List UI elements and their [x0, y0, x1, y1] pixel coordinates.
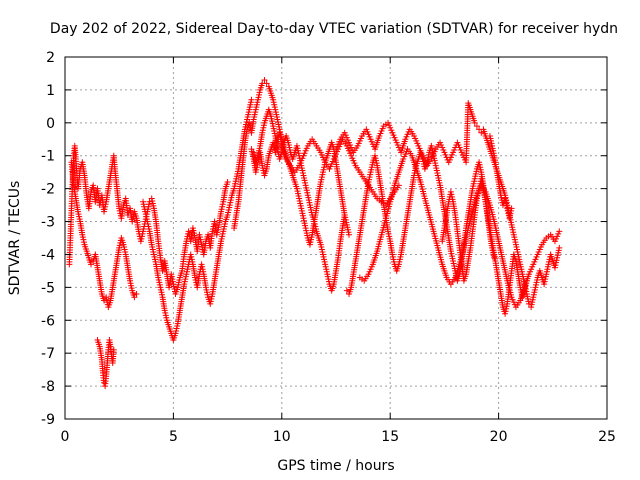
data-point: [523, 277, 530, 284]
data-point: [88, 261, 95, 268]
data-point: [224, 179, 231, 186]
data-point: [261, 77, 268, 84]
y-axis-label: SDTVAR / TECUs: [7, 181, 23, 296]
y-tick-label: -2: [41, 182, 55, 198]
axis-ticks: [64, 56, 608, 420]
x-tick-label: 15: [381, 429, 399, 445]
y-tick-label: -7: [41, 346, 55, 362]
data-point: [263, 80, 270, 87]
data-point: [133, 290, 140, 297]
data-point: [478, 129, 485, 136]
data-point: [346, 231, 353, 238]
y-tick-label: -3: [41, 215, 55, 231]
data-point: [343, 287, 350, 294]
data-point: [471, 119, 478, 126]
y-tick-label: 1: [46, 83, 55, 99]
y-tick-label: 2: [46, 50, 55, 66]
y-tick-label: -9: [41, 412, 55, 428]
chart-title: Day 202 of 2022, Sidereal Day-to-day VTE…: [50, 21, 618, 37]
data-point: [131, 294, 138, 301]
x-tick-label: 25: [598, 429, 616, 445]
data-point: [101, 297, 108, 304]
y-tick-label: 0: [46, 116, 55, 132]
data-point: [473, 123, 480, 130]
x-tick-label: 0: [61, 429, 70, 445]
x-tick-label: 5: [169, 429, 178, 445]
data-point: [556, 244, 563, 251]
data-point: [508, 205, 515, 212]
x-axis-label: GPS time / hours: [277, 458, 394, 474]
data-points: [66, 77, 563, 390]
data-point: [341, 211, 348, 218]
data-point: [146, 198, 153, 205]
y-tick-label: -8: [41, 379, 55, 395]
grid-lines: [65, 57, 607, 419]
data-point: [525, 300, 532, 307]
x-tick-label: 20: [490, 429, 508, 445]
y-tick-label: -1: [41, 149, 55, 165]
data-point: [248, 96, 255, 103]
y-tick-label: -5: [41, 280, 55, 296]
y-tick-label: -6: [41, 313, 55, 329]
y-tick-label: -4: [41, 247, 55, 263]
data-point: [556, 228, 563, 235]
x-tick-label: 10: [273, 429, 291, 445]
plot-frame: [64, 56, 608, 420]
tick-labels: 0 5 10 15 20 25 -9 -8 -7 -6 -5 -4 -3 -2 -1 0 1 2: [41, 50, 616, 445]
data-point: [110, 346, 117, 353]
